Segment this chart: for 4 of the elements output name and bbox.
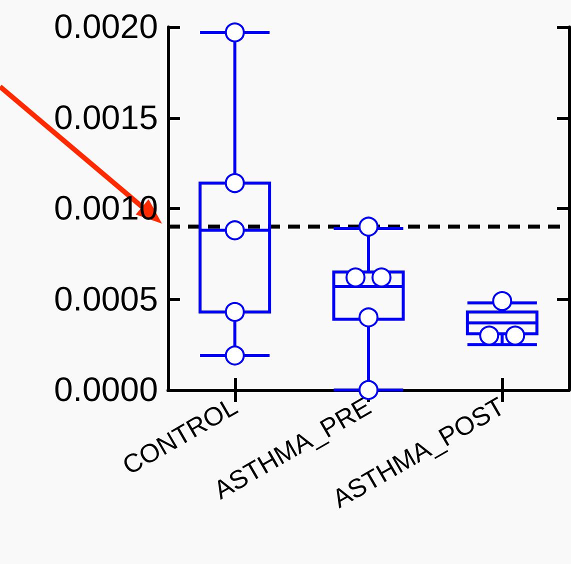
- y-tick-label: 0.0000: [54, 371, 158, 409]
- y-tick-label: 0.0005: [54, 280, 158, 318]
- y-tick-label: 0.0015: [54, 98, 158, 137]
- y-tick-label: 0.0020: [54, 8, 158, 46]
